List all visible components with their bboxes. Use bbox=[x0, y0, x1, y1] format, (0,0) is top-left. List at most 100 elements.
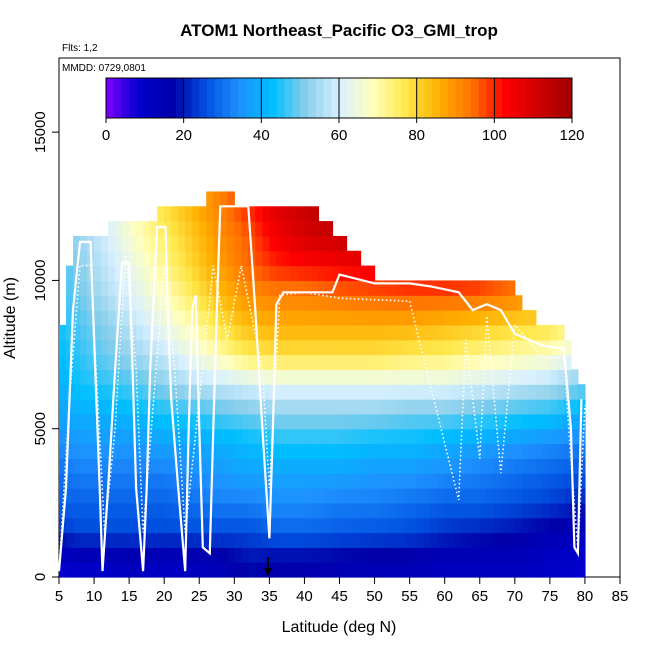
heatmap-cell bbox=[59, 458, 67, 474]
heatmap-cell bbox=[241, 502, 249, 519]
heatmap-cell bbox=[479, 458, 488, 474]
heatmap-cell bbox=[248, 235, 256, 252]
heatmap-cell bbox=[220, 235, 228, 252]
heatmap-cell bbox=[409, 280, 418, 296]
heatmap-cell bbox=[283, 547, 292, 563]
heatmap-cell bbox=[157, 547, 165, 563]
colorbar-segment bbox=[354, 78, 363, 118]
heatmap-cell bbox=[122, 235, 130, 252]
heatmap-cell bbox=[304, 310, 313, 326]
heatmap-cell bbox=[500, 443, 509, 459]
heatmap-cell bbox=[227, 562, 235, 578]
heatmap-cell bbox=[213, 517, 221, 534]
heatmap-cell bbox=[234, 206, 242, 222]
heatmap-cell bbox=[108, 458, 116, 474]
heatmap-cell bbox=[535, 443, 544, 459]
heatmap-cell bbox=[311, 458, 320, 474]
heatmap-cell bbox=[255, 502, 263, 519]
heatmap-cell bbox=[542, 547, 551, 563]
heatmap-cell bbox=[549, 443, 558, 459]
heatmap-cell bbox=[199, 324, 207, 341]
heatmap-cell bbox=[122, 502, 130, 519]
heatmap-cell bbox=[220, 517, 228, 534]
heatmap-cell bbox=[269, 310, 277, 326]
heatmap-cell bbox=[535, 324, 544, 341]
heatmap-cell bbox=[367, 532, 376, 548]
heatmap-cell bbox=[136, 280, 144, 296]
heatmap-cell bbox=[255, 339, 263, 356]
heatmap-cell bbox=[150, 354, 158, 370]
heatmap-cell bbox=[423, 310, 432, 326]
heatmap-cell bbox=[220, 502, 228, 519]
heatmap-cell bbox=[213, 502, 221, 519]
colorbar-tick-label: 120 bbox=[559, 127, 584, 144]
heatmap-cell bbox=[73, 324, 81, 341]
heatmap-cell bbox=[150, 399, 158, 415]
heatmap-cell bbox=[577, 488, 586, 504]
heatmap-cell bbox=[444, 547, 453, 563]
heatmap-cell bbox=[136, 547, 144, 563]
heatmap-cell bbox=[423, 354, 432, 370]
colorbar-segment bbox=[455, 78, 464, 118]
heatmap-cell bbox=[556, 502, 565, 519]
heatmap-cell bbox=[66, 443, 74, 459]
heatmap-cell bbox=[66, 413, 74, 430]
heatmap-cell bbox=[255, 324, 263, 341]
heatmap-cell bbox=[465, 428, 474, 445]
colorbar-segment bbox=[300, 78, 309, 118]
heatmap-cell bbox=[234, 221, 242, 237]
heatmap-cell bbox=[255, 547, 263, 563]
heatmap-cell bbox=[528, 384, 537, 400]
heatmap-cell bbox=[199, 473, 207, 489]
heatmap-cell bbox=[458, 502, 467, 519]
heatmap-cell bbox=[381, 384, 390, 400]
heatmap-cell bbox=[367, 502, 376, 519]
heatmap-cell bbox=[381, 399, 390, 415]
heatmap-cell bbox=[185, 369, 193, 385]
heatmap-cell bbox=[66, 458, 74, 474]
colorbar-segment bbox=[408, 78, 418, 118]
heatmap-cell bbox=[535, 384, 544, 400]
heatmap-cell bbox=[395, 324, 404, 341]
heatmap-cell bbox=[164, 265, 172, 282]
heatmap-cell bbox=[178, 443, 186, 459]
heatmap-cell bbox=[549, 517, 558, 534]
heatmap-cell bbox=[73, 310, 81, 326]
heatmap-cell bbox=[227, 517, 235, 534]
heatmap-cell bbox=[73, 532, 81, 548]
x-tick-label: 65 bbox=[471, 588, 488, 605]
heatmap-cell bbox=[290, 458, 299, 474]
heatmap-cell bbox=[171, 324, 179, 341]
heatmap-cell bbox=[80, 532, 88, 548]
heatmap-cell bbox=[458, 443, 467, 459]
heatmap-cell bbox=[374, 532, 383, 548]
heatmap-cell bbox=[290, 369, 299, 385]
heatmap-cell bbox=[465, 310, 474, 326]
heatmap-cell bbox=[409, 399, 418, 415]
heatmap-cell bbox=[556, 517, 565, 534]
heatmap-cell bbox=[227, 428, 235, 445]
heatmap-cell bbox=[136, 488, 144, 504]
heatmap-cell bbox=[479, 532, 488, 548]
heatmap-cell bbox=[276, 562, 284, 578]
heatmap-cell bbox=[535, 547, 544, 563]
heatmap-cell bbox=[171, 384, 179, 400]
heatmap-cell bbox=[360, 473, 369, 489]
y-axis-label: Altitude (m) bbox=[2, 277, 19, 359]
heatmap-cell bbox=[206, 221, 214, 237]
heatmap-cell bbox=[269, 354, 277, 370]
heatmap-cell bbox=[220, 532, 228, 548]
heatmap-cell bbox=[290, 339, 299, 356]
heatmap-cell bbox=[535, 502, 544, 519]
heatmap-cell bbox=[220, 280, 228, 296]
heatmap-cell bbox=[87, 339, 95, 356]
colorbar-segment bbox=[222, 78, 231, 118]
heatmap-cell bbox=[283, 443, 292, 459]
colorbar-segment bbox=[331, 78, 340, 118]
heatmap-cell bbox=[472, 399, 481, 415]
heatmap-cell bbox=[213, 562, 221, 578]
heatmap-cell bbox=[157, 280, 165, 296]
heatmap-cell bbox=[199, 265, 207, 282]
heatmap-cell bbox=[325, 532, 334, 548]
heatmap-cell bbox=[80, 265, 88, 282]
